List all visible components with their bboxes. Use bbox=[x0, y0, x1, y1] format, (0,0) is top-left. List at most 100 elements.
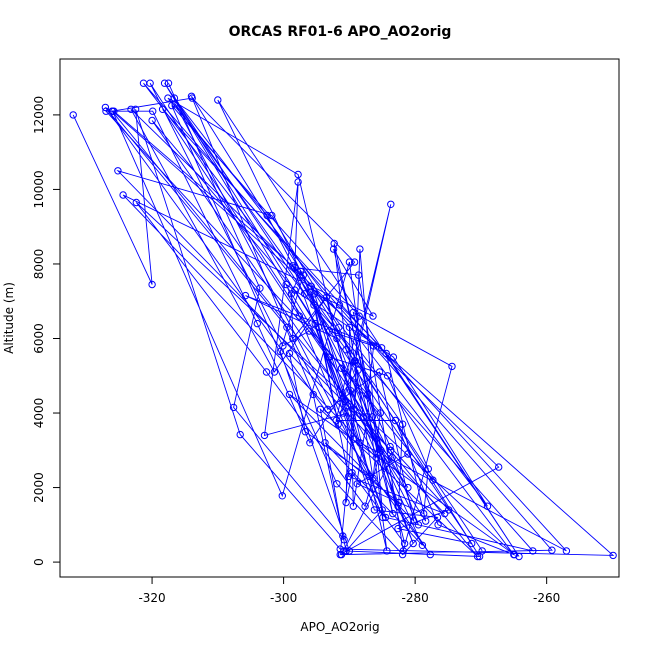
data-point bbox=[389, 509, 397, 518]
data-point bbox=[289, 262, 297, 270]
data-point bbox=[529, 547, 537, 555]
data-point bbox=[214, 96, 222, 104]
x-tick-label: -280 bbox=[402, 591, 429, 605]
data-point bbox=[350, 258, 359, 266]
data-point bbox=[394, 524, 402, 533]
data-point bbox=[356, 245, 364, 253]
data-point bbox=[114, 167, 122, 175]
data-point bbox=[316, 405, 325, 413]
data-point bbox=[361, 502, 369, 510]
data-point bbox=[368, 413, 377, 421]
plot-frame bbox=[59, 58, 620, 578]
data-point bbox=[321, 439, 329, 447]
data-point bbox=[340, 547, 348, 555]
data-point bbox=[445, 506, 453, 514]
data-point bbox=[345, 323, 354, 331]
y-tick-label: 0 bbox=[32, 558, 46, 566]
y-tick-label: 12000 bbox=[32, 96, 46, 134]
data-point bbox=[562, 547, 571, 555]
data-point bbox=[329, 245, 338, 253]
data-point bbox=[268, 211, 276, 220]
data-point bbox=[309, 390, 317, 399]
data-point bbox=[335, 301, 344, 309]
x-tick-label: -300 bbox=[270, 591, 297, 605]
data-point bbox=[158, 105, 167, 114]
data-point bbox=[345, 547, 354, 555]
x-tick-label: -320 bbox=[138, 591, 165, 605]
data-point bbox=[398, 550, 407, 559]
data-point bbox=[164, 79, 173, 87]
data-point bbox=[188, 94, 196, 102]
data-point bbox=[448, 362, 456, 371]
data-point bbox=[330, 239, 338, 248]
data-point bbox=[548, 546, 556, 554]
data-point bbox=[381, 513, 390, 522]
data-point bbox=[270, 368, 279, 376]
data-point bbox=[434, 521, 442, 529]
data-point bbox=[389, 353, 398, 361]
data-point bbox=[294, 170, 302, 179]
data-point bbox=[335, 323, 343, 331]
data-point bbox=[382, 349, 390, 358]
data-point bbox=[398, 420, 407, 428]
data-point bbox=[110, 107, 118, 115]
data-point bbox=[391, 416, 400, 425]
data-point bbox=[148, 116, 156, 125]
data-point bbox=[262, 368, 271, 376]
data-point bbox=[400, 539, 409, 548]
data-point bbox=[229, 403, 238, 412]
data-point bbox=[418, 541, 427, 549]
data-point bbox=[383, 547, 391, 555]
data-point bbox=[146, 79, 154, 87]
data-point bbox=[333, 334, 341, 343]
data-point bbox=[337, 364, 346, 372]
data-point bbox=[297, 267, 305, 276]
data-point bbox=[260, 431, 269, 440]
data-point bbox=[387, 200, 395, 209]
data-point bbox=[386, 442, 394, 451]
data-point bbox=[108, 107, 116, 115]
series-layer bbox=[69, 79, 617, 561]
data-point bbox=[101, 103, 110, 112]
data-point bbox=[369, 312, 377, 320]
data-point bbox=[420, 509, 428, 518]
data-point bbox=[241, 291, 250, 300]
data-point bbox=[342, 498, 350, 507]
data-point bbox=[132, 198, 141, 207]
data-point bbox=[256, 284, 264, 292]
y-axis: 0 2000 4000 6000 8000 10000 12000 bbox=[32, 96, 60, 566]
y-tick-label: 2000 bbox=[32, 472, 46, 503]
data-point bbox=[468, 539, 476, 548]
data-point bbox=[69, 111, 77, 119]
data-point bbox=[383, 372, 392, 380]
data-point bbox=[149, 107, 157, 115]
chart-title: ORCAS RF01-6 APO_AO2orig bbox=[229, 24, 452, 40]
data-point bbox=[345, 472, 353, 481]
data-point bbox=[279, 342, 287, 350]
data-point bbox=[334, 420, 342, 428]
data-point bbox=[349, 502, 357, 510]
data-point bbox=[409, 539, 417, 548]
data-point bbox=[377, 344, 386, 352]
data-point bbox=[404, 450, 412, 458]
series-line bbox=[72, 82, 615, 556]
data-point bbox=[356, 439, 364, 447]
data-point bbox=[347, 387, 355, 395]
data-point bbox=[127, 105, 135, 114]
data-point bbox=[349, 435, 357, 443]
data-point bbox=[289, 334, 297, 343]
data-point bbox=[336, 550, 344, 559]
data-point bbox=[305, 327, 313, 335]
data-point bbox=[424, 465, 432, 473]
data-point bbox=[287, 290, 296, 298]
data-point bbox=[478, 547, 486, 555]
data-point bbox=[339, 532, 347, 540]
data-point bbox=[294, 178, 302, 186]
data-point bbox=[168, 101, 176, 110]
data-point bbox=[295, 312, 304, 320]
data-point bbox=[363, 413, 371, 421]
series-line bbox=[111, 82, 567, 557]
y-axis-label: Altitude (m) bbox=[2, 282, 16, 354]
y-tick-label: 6000 bbox=[32, 323, 46, 354]
y-tick-label: 4000 bbox=[32, 398, 46, 429]
